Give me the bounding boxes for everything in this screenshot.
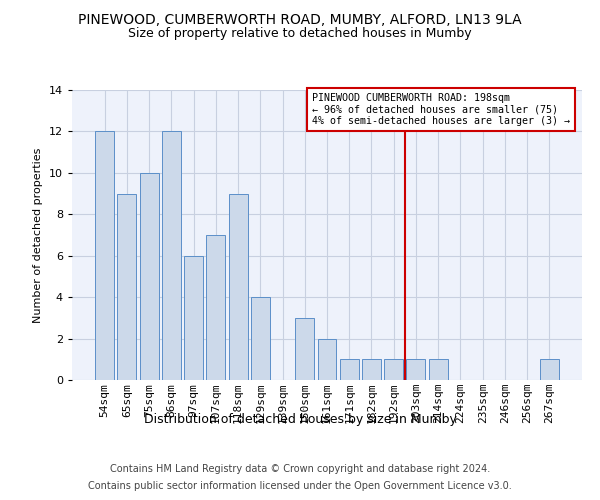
Bar [317,338,337,380]
Bar [162,132,181,380]
Text: PINEWOOD CUMBERWORTH ROAD: 198sqm
← 96% of detached houses are smaller (75)
4% o: PINEWOOD CUMBERWORTH ROAD: 198sqm ← 96% … [312,93,570,126]
Bar [295,318,314,380]
Bar [229,194,248,380]
Bar [184,256,203,380]
Text: Distribution of detached houses by size in Mumby: Distribution of detached houses by size … [143,412,457,426]
Bar [540,360,559,380]
Bar [140,173,158,380]
Bar [406,360,425,380]
Bar [384,360,403,380]
Bar [206,235,225,380]
Text: Contains HM Land Registry data © Crown copyright and database right 2024.: Contains HM Land Registry data © Crown c… [110,464,490,474]
Bar [340,360,359,380]
Text: Size of property relative to detached houses in Mumby: Size of property relative to detached ho… [128,28,472,40]
Bar [95,132,114,380]
Bar [429,360,448,380]
Bar [251,297,270,380]
Bar [118,194,136,380]
Bar [362,360,381,380]
Text: PINEWOOD, CUMBERWORTH ROAD, MUMBY, ALFORD, LN13 9LA: PINEWOOD, CUMBERWORTH ROAD, MUMBY, ALFOR… [78,12,522,26]
Text: Contains public sector information licensed under the Open Government Licence v3: Contains public sector information licen… [88,481,512,491]
Y-axis label: Number of detached properties: Number of detached properties [33,148,43,322]
